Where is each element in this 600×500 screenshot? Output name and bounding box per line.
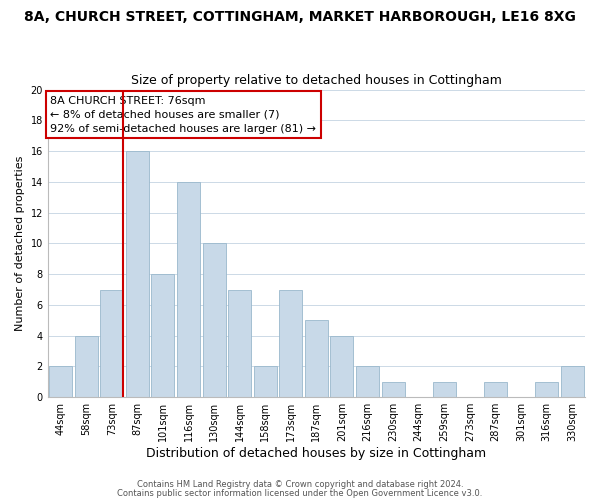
Bar [100,290,123,397]
Bar [331,336,353,397]
Bar [433,382,456,397]
Bar [74,336,98,397]
Bar [560,366,584,397]
Bar [203,244,226,397]
Text: 8A CHURCH STREET: 76sqm
← 8% of detached houses are smaller (7)
92% of semi-deta: 8A CHURCH STREET: 76sqm ← 8% of detached… [50,96,316,134]
Y-axis label: Number of detached properties: Number of detached properties [15,156,25,331]
Bar [382,382,404,397]
Bar [151,274,175,397]
Bar [254,366,277,397]
Bar [535,382,558,397]
Title: Size of property relative to detached houses in Cottingham: Size of property relative to detached ho… [131,74,502,87]
Bar [280,290,302,397]
Bar [484,382,507,397]
Bar [305,320,328,397]
Bar [177,182,200,397]
Text: 8A, CHURCH STREET, COTTINGHAM, MARKET HARBOROUGH, LE16 8XG: 8A, CHURCH STREET, COTTINGHAM, MARKET HA… [24,10,576,24]
Bar [126,151,149,397]
Bar [228,290,251,397]
Bar [49,366,72,397]
Text: Contains public sector information licensed under the Open Government Licence v3: Contains public sector information licen… [118,488,482,498]
Text: Contains HM Land Registry data © Crown copyright and database right 2024.: Contains HM Land Registry data © Crown c… [137,480,463,489]
Bar [356,366,379,397]
X-axis label: Distribution of detached houses by size in Cottingham: Distribution of detached houses by size … [146,447,487,460]
